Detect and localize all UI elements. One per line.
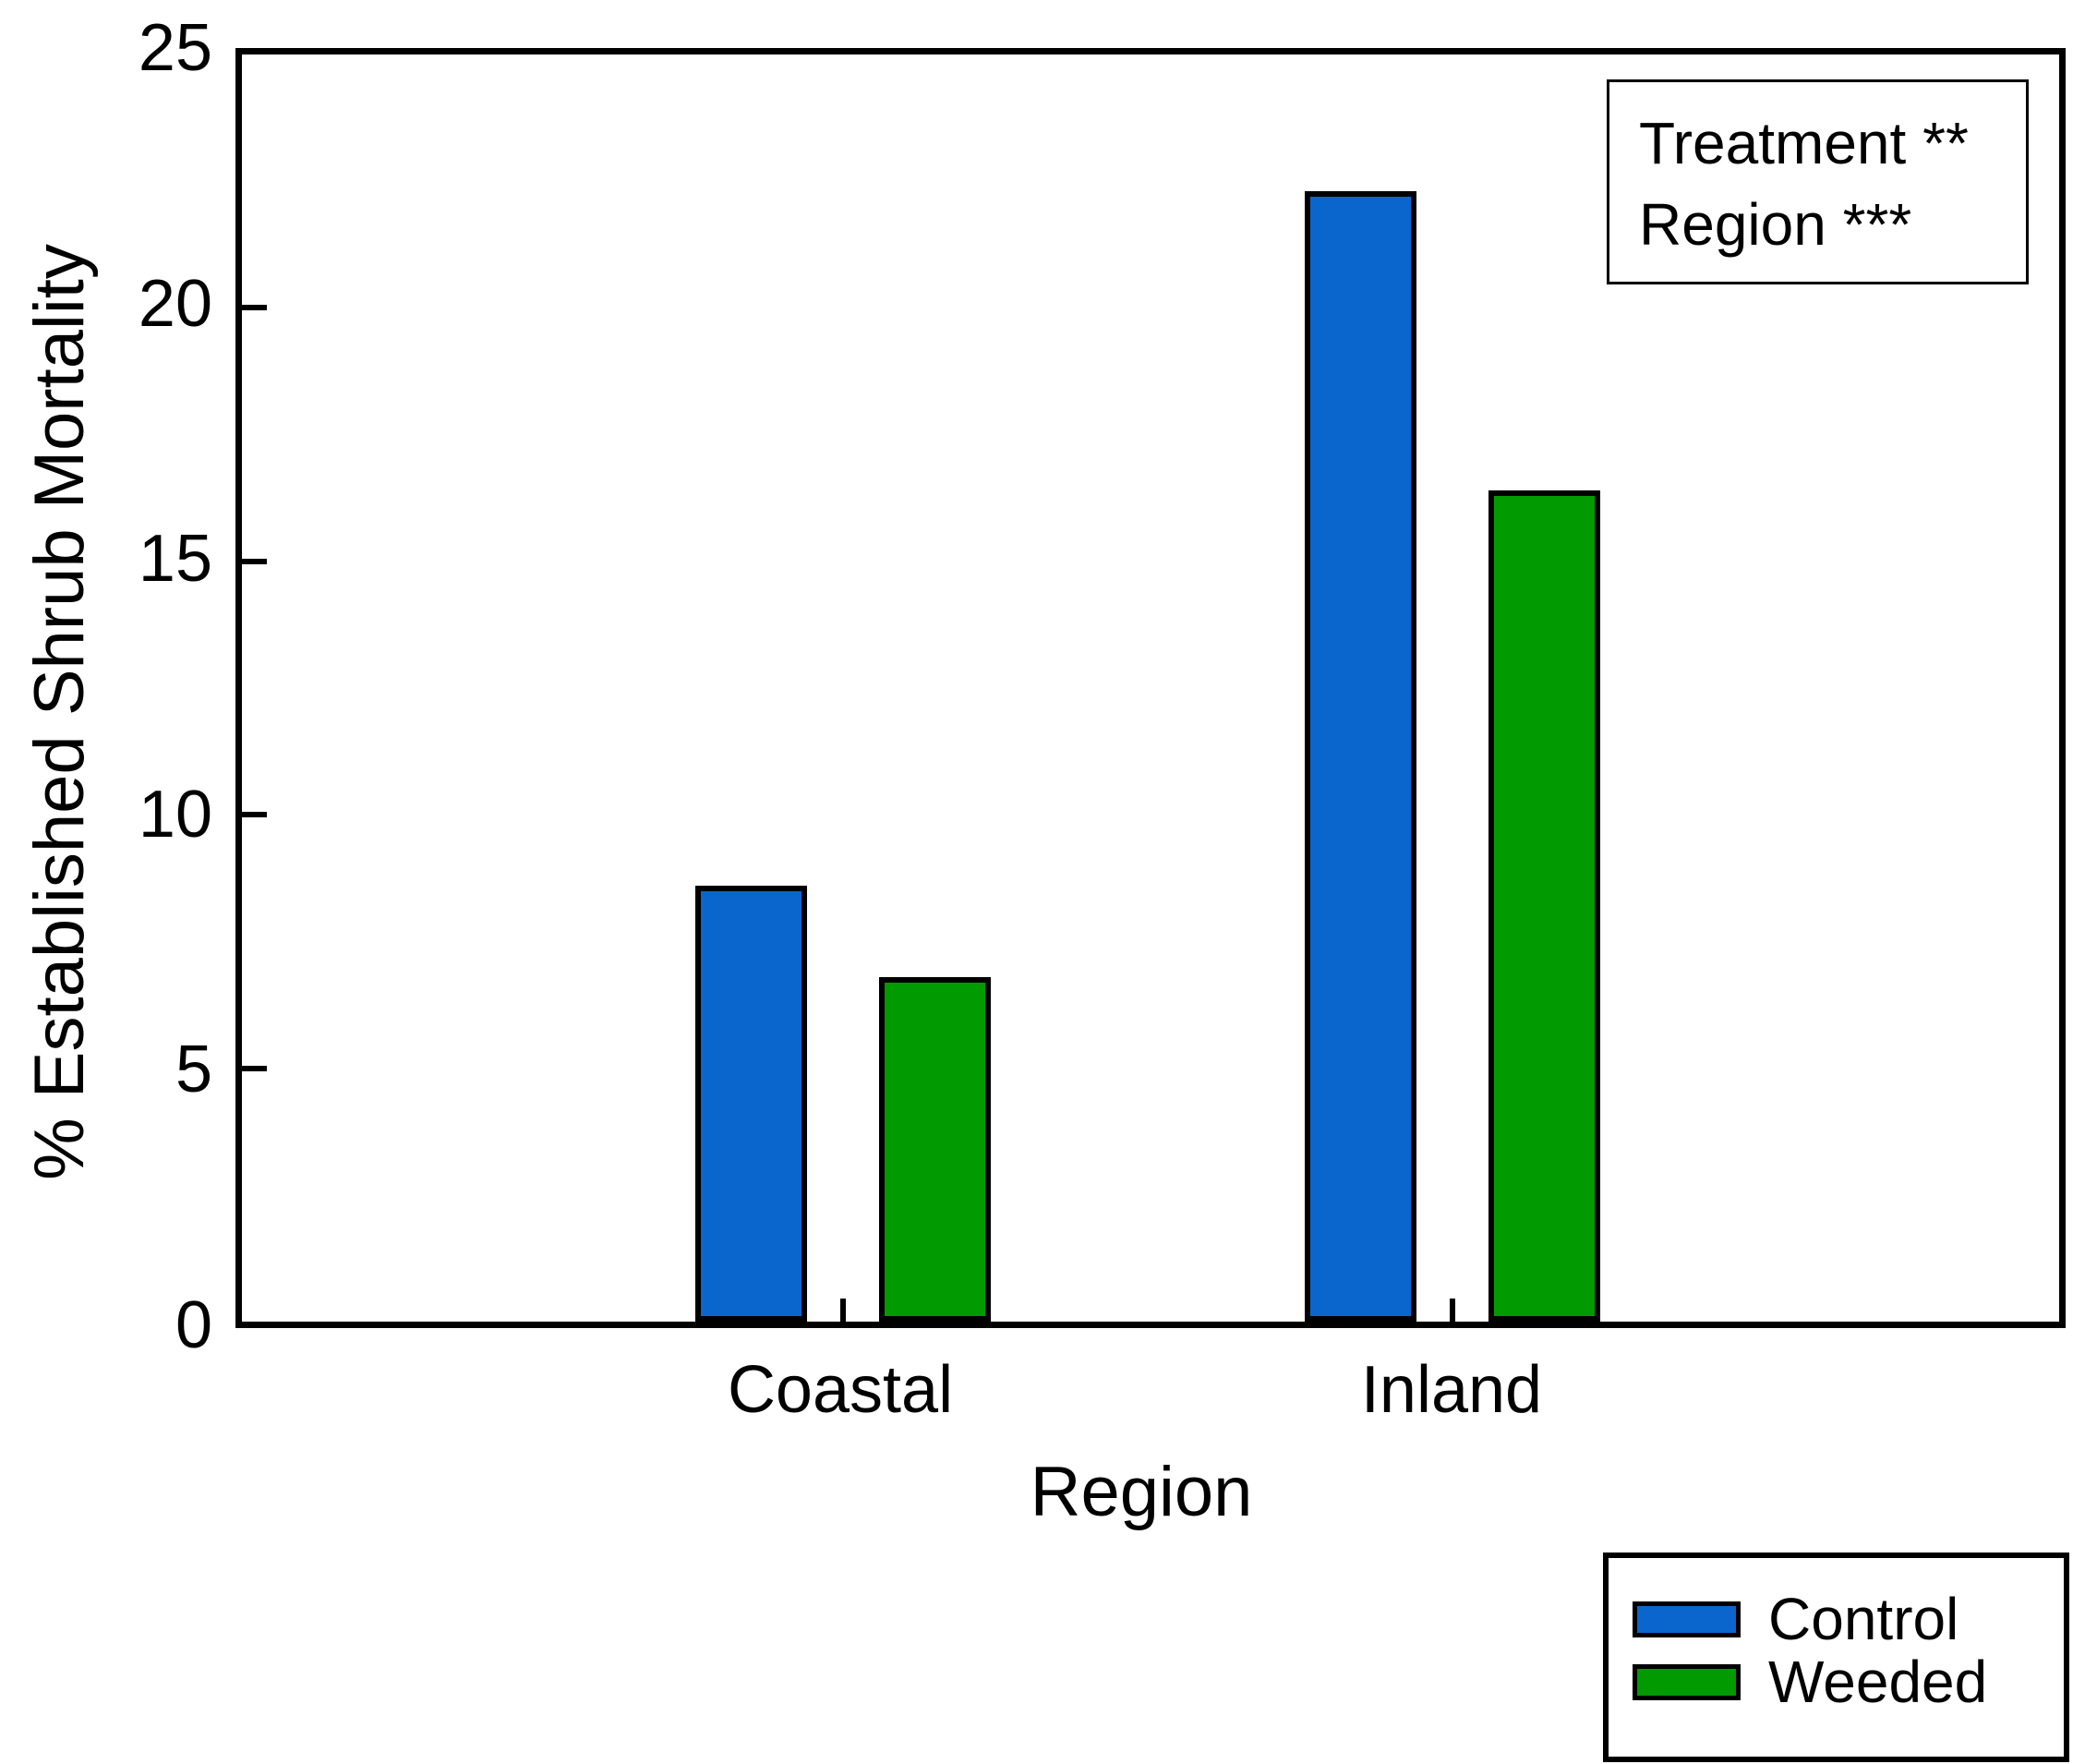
y-tick-label-5: 5 (175, 1033, 212, 1107)
plot-content (242, 54, 2059, 1322)
bar-inland-control (1305, 191, 1416, 1322)
annotation-box: Treatment ** Region *** (1607, 79, 2029, 284)
bar-inland-weeded (1488, 490, 1600, 1322)
x-tick-coastal (840, 1299, 846, 1322)
bar-coastal-control (695, 886, 807, 1322)
bar-coastal-weeded (879, 977, 991, 1322)
legend-swatch-weeded-icon (1633, 1663, 1741, 1700)
annotation-treatment-significance: Treatment ** (1639, 110, 1969, 176)
x-tick-label-coastal: Coastal (727, 1353, 954, 1427)
y-tick-20 (242, 305, 267, 311)
y-tick-label-25: 25 (138, 11, 212, 85)
legend: Control Weeded (1603, 1553, 2069, 1762)
y-tick-label-20: 20 (138, 266, 212, 341)
x-tick-inland (1450, 1299, 1455, 1322)
legend-swatch-control-icon (1633, 1601, 1741, 1637)
legend-label-weeded: Weeded (1768, 1649, 1988, 1715)
y-tick-label-10: 10 (138, 777, 212, 852)
y-tick-10 (242, 812, 267, 818)
y-tick-label-15: 15 (138, 522, 212, 597)
legend-label-control: Control (1768, 1586, 1959, 1652)
x-tick-label-inland: Inland (1360, 1353, 1543, 1427)
y-tick-15 (242, 558, 267, 564)
plot-area: Treatment ** Region *** (235, 48, 2066, 1328)
x-axis-title: Region (1030, 1453, 1253, 1531)
legend-item-weeded: Weeded (1633, 1652, 1987, 1711)
legend-item-control: Control (1633, 1589, 1958, 1649)
y-tick-5 (242, 1065, 267, 1071)
annotation-region-significance: Region *** (1639, 191, 1912, 258)
y-tick-label-0: 0 (175, 1288, 212, 1362)
